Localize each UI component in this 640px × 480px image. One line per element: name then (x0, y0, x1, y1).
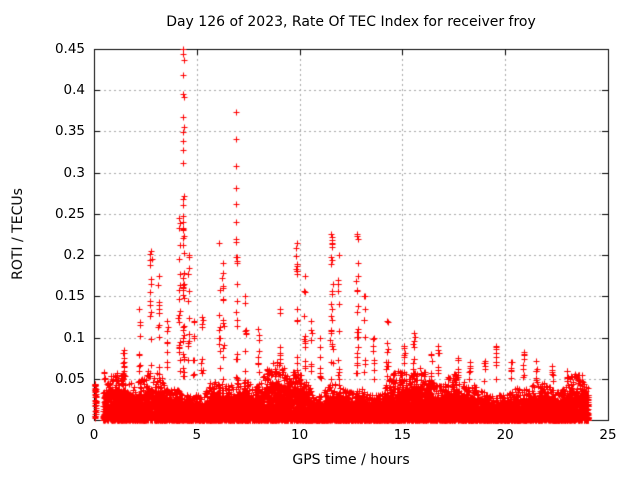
y-tick-label: 0.05 (54, 370, 85, 387)
y-tick-label: 0.1 (63, 329, 85, 346)
y-tick-label: 0.15 (54, 288, 85, 305)
chart-title: Day 126 of 2023, Rate Of TEC Index for r… (166, 14, 536, 30)
x-tick-label: 0 (89, 427, 99, 443)
x-tick-label: 25 (599, 427, 617, 443)
x-tick-label: 10 (291, 427, 309, 443)
x-tick-label: 5 (192, 427, 202, 443)
x-tick-label: 20 (496, 427, 514, 443)
x-tick-label: 15 (393, 427, 411, 443)
y-tick-label: 0.4 (63, 82, 85, 99)
y-tick-label: 0.3 (63, 164, 85, 181)
y-axis-label: ROTI / TECUs (10, 188, 26, 280)
y-tick-label: 0.2 (63, 247, 85, 264)
y-tick-label: 0 (76, 412, 85, 428)
y-tick-label: 0.25 (54, 205, 85, 222)
y-tick-label: 0.45 (54, 41, 85, 57)
y-tick-label: 0.35 (54, 123, 85, 140)
x-axis-label: GPS time / hours (292, 452, 410, 468)
